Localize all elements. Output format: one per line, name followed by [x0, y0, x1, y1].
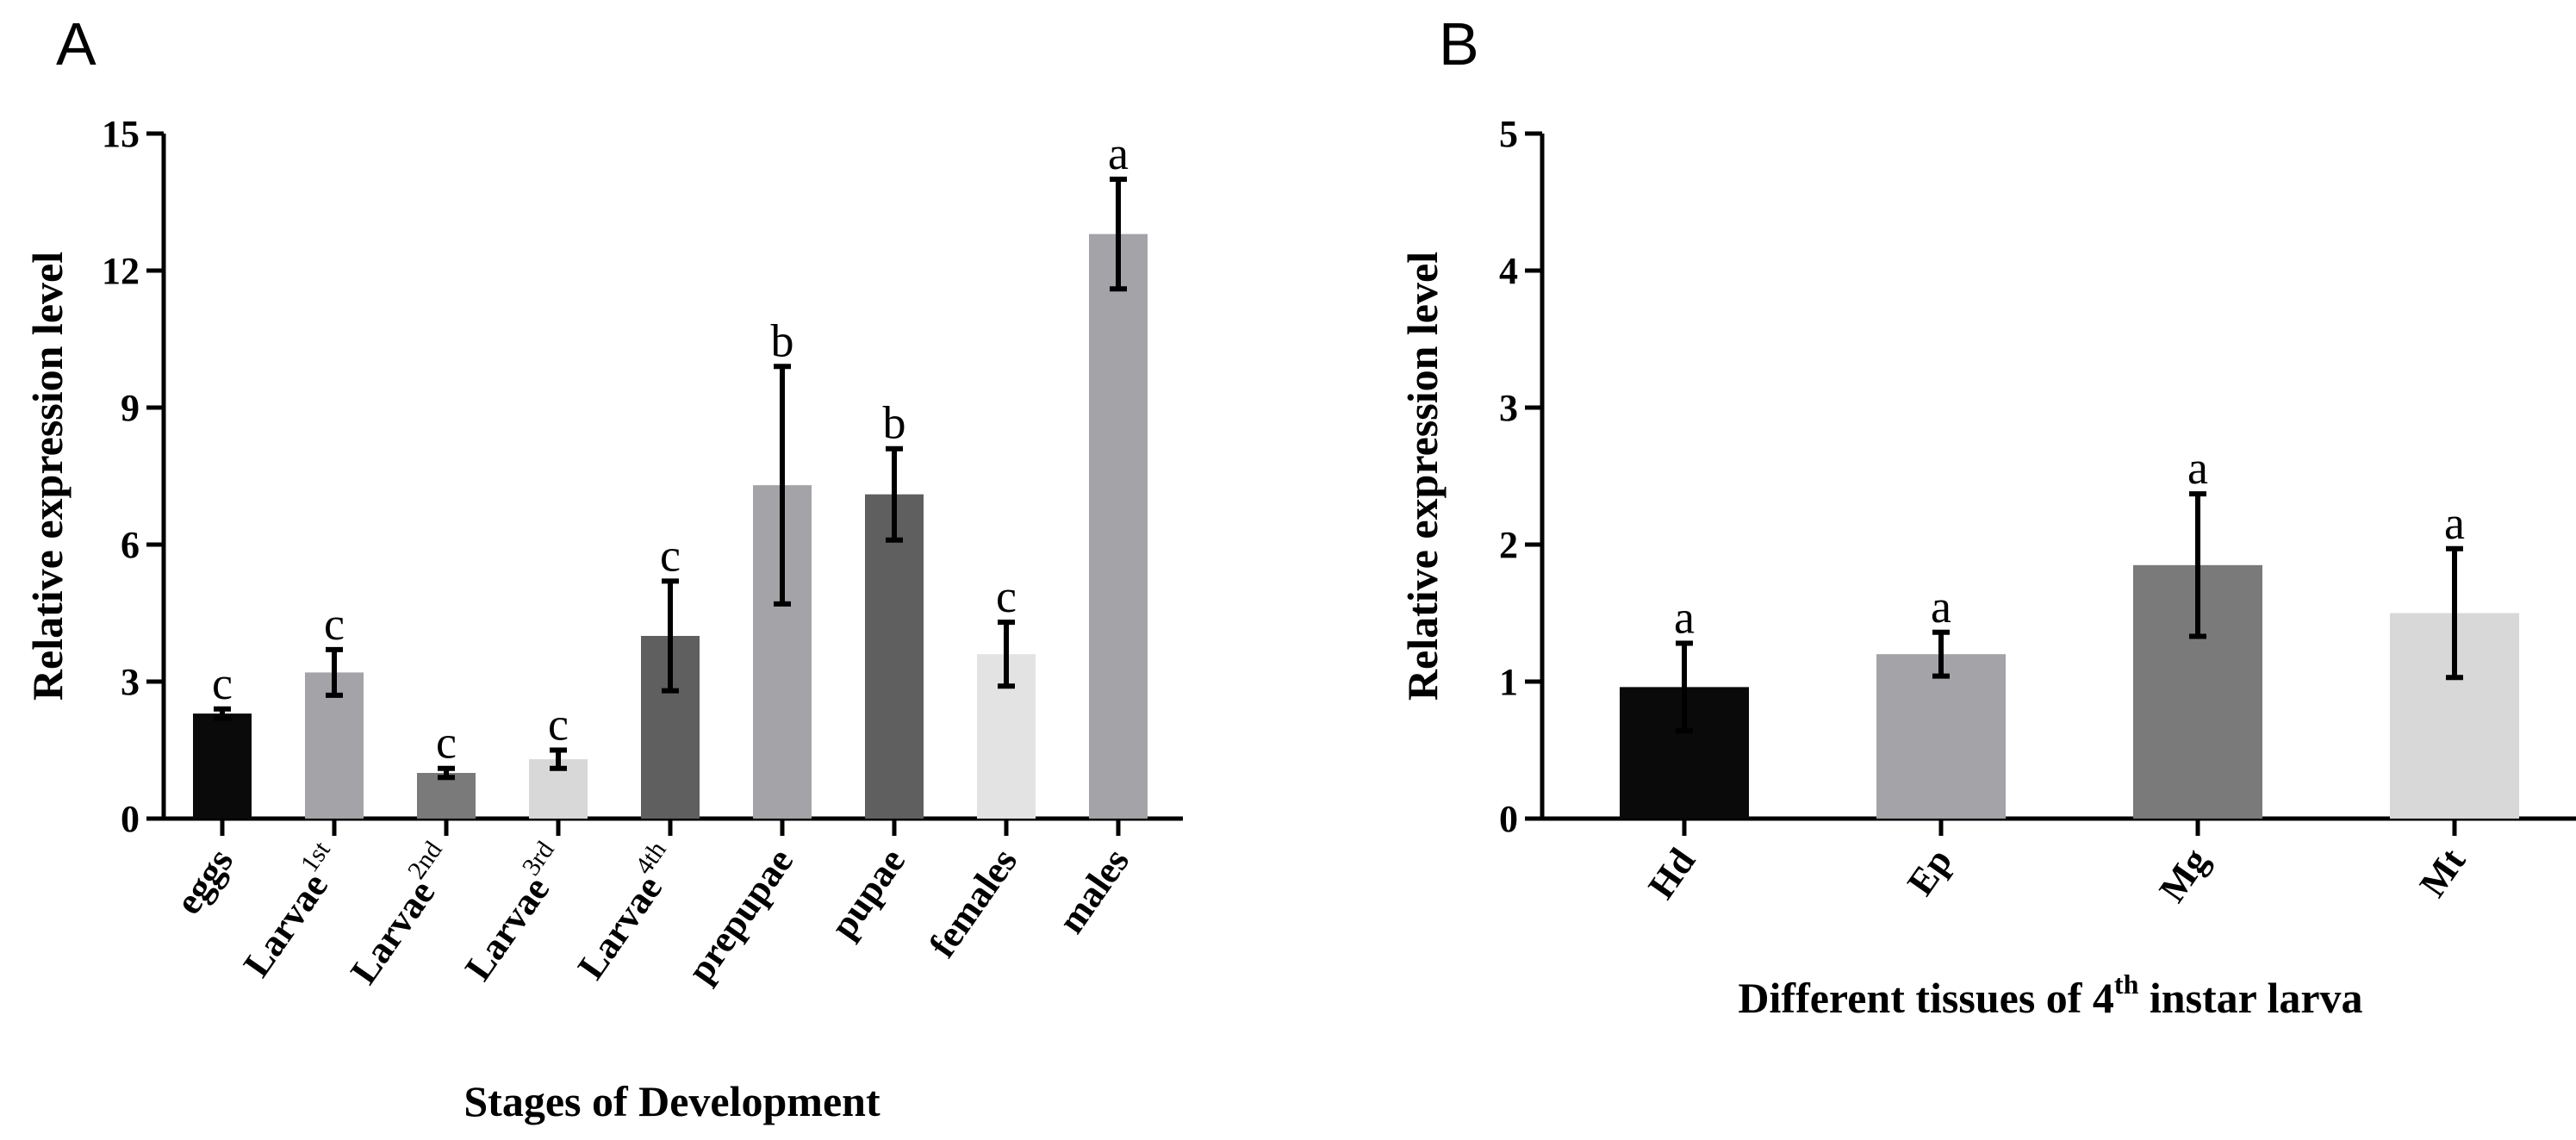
x-tick-label-text: Larvae [569, 868, 670, 987]
x-tick-label: Hd [1640, 841, 1703, 906]
x-axis-label-text: Different tissues of 4 [1738, 974, 2114, 1022]
bar [865, 494, 924, 819]
panel-b: B 0 1 2 3 4 5 Relative expression level a Hd a Ep a M… [1398, 10, 2576, 1022]
y-tick-label: 5 [1499, 113, 1518, 155]
bar [417, 773, 476, 819]
y-tick-label: 2 [1499, 524, 1518, 566]
x-tick-label-text: females [921, 841, 1025, 965]
panel-letter: B [1439, 10, 1479, 78]
x-tick-label-text: Hd [1640, 841, 1703, 906]
panel-a: A 0 3 6 9 12 15 Relative expression level c eggs c… [23, 10, 1183, 1125]
bar [1876, 654, 2006, 819]
x-tick-label: eggs [167, 841, 241, 922]
significance-letter: a [2187, 442, 2208, 494]
x-axis-label-text: Stages of Development [464, 1077, 880, 1125]
significance-letter: a [1931, 581, 1951, 632]
x-tick-label-text: Larvae [342, 872, 443, 991]
x-tick-label: Larvae2nd [336, 836, 465, 991]
significance-letter: a [2444, 497, 2465, 549]
x-tick-label: males [1049, 841, 1137, 941]
y-axis-label: Relative expression level [23, 252, 72, 701]
significance-letter: a [1674, 591, 1695, 643]
x-tick-label: females [921, 841, 1025, 965]
x-tick-label-text: eggs [167, 841, 241, 922]
x-tick-label-text: Mt [2411, 840, 2474, 904]
bar [193, 713, 252, 819]
x-tick-label-text: pupae [822, 841, 913, 946]
x-tick-label: prepupae [679, 841, 801, 991]
y-tick-label: 1 [1499, 661, 1518, 703]
y-tick-label: 6 [121, 524, 140, 566]
x-axis-label-superscript: th [2114, 969, 2139, 1000]
x-tick-label-text: prepupae [679, 841, 801, 991]
y-tick-label: 0 [1499, 798, 1518, 840]
x-axis-label-tail: instar larva [2138, 974, 2362, 1022]
x-tick-label: Mg [2151, 841, 2218, 910]
y-tick-label: 0 [121, 798, 140, 840]
x-tick-label: Larvae3rd [451, 836, 578, 987]
x-axis-label: Stages of Development [464, 1077, 880, 1125]
y-tick-label: 15 [102, 113, 140, 155]
significance-letter: c [212, 657, 233, 709]
x-tick-label-text: Larvae [457, 869, 557, 987]
y-tick-label: 3 [121, 661, 140, 703]
significance-letter: c [548, 699, 569, 751]
y-tick-label: 9 [121, 387, 140, 429]
x-tick-label-text: Mg [2151, 841, 2218, 910]
x-tick-label: Larvae1st [229, 836, 354, 985]
significance-letter: c [324, 598, 345, 650]
x-tick-label-text: males [1049, 841, 1137, 941]
significance-letter: b [771, 315, 794, 366]
x-tick-label: pupae [822, 841, 913, 946]
x-tick-label: Mt [2411, 840, 2474, 904]
panel-letter: A [56, 10, 96, 78]
y-tick-label: 12 [102, 250, 140, 292]
significance-letter: c [660, 529, 681, 581]
significance-letter: c [436, 717, 457, 769]
significance-letter: a [1108, 128, 1129, 179]
x-tick-label-text: Ep [1899, 841, 1960, 903]
significance-letter: b [883, 397, 906, 449]
x-tick-label-text: Larvae [235, 865, 336, 984]
x-tick-label: Ep [1899, 841, 1960, 903]
bar [1089, 234, 1148, 819]
y-axis-label: Relative expression level [1398, 252, 1447, 701]
y-tick-label: 3 [1499, 387, 1518, 429]
x-tick-label: Larvae4th [563, 836, 690, 987]
y-tick-label: 4 [1499, 250, 1518, 292]
significance-letter: c [996, 570, 1017, 622]
x-axis-label: Different tissues of 4th instar larva [1738, 969, 2362, 1022]
